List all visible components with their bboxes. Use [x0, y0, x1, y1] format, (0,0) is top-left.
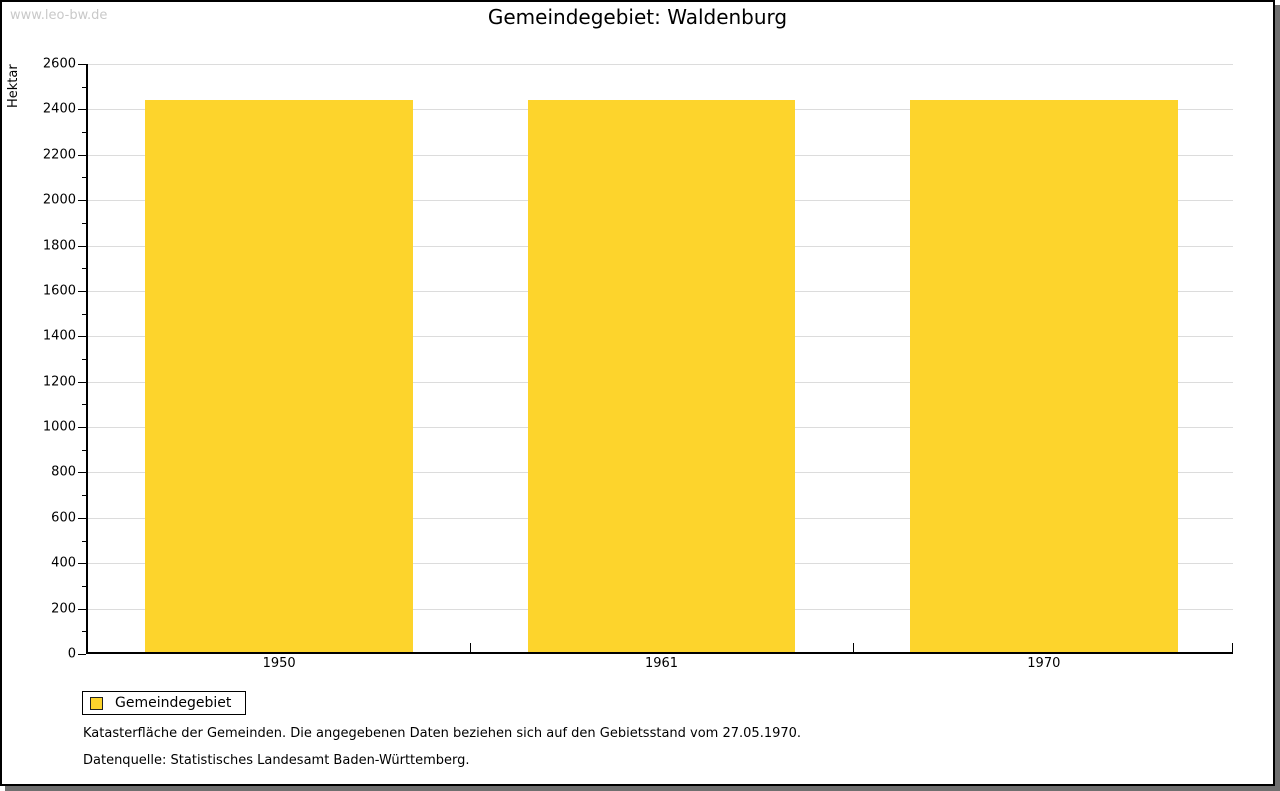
y-major-tick	[78, 245, 86, 247]
x-axis-label: 1970	[1027, 656, 1061, 671]
y-tick-label: 1800	[42, 238, 76, 254]
y-minor-tick	[82, 132, 86, 134]
y-tick-label: 800	[51, 464, 76, 480]
y-major-tick	[78, 381, 86, 383]
y-minor-tick	[82, 631, 86, 633]
legend: Gemeindegebiet	[82, 691, 247, 715]
y-minor-tick	[82, 359, 86, 360]
y-minor-tick	[82, 86, 86, 88]
y-tick-label: 1000	[42, 419, 76, 435]
y-minor-tick	[82, 495, 86, 497]
y-major-tick	[78, 563, 86, 565]
y-minor-tick	[82, 449, 86, 451]
y-tick-label: 400	[51, 555, 76, 571]
watermark: www.leo-bw.de	[10, 8, 108, 23]
y-tick-label: 2600	[42, 56, 76, 72]
y-tick-label: 600	[51, 510, 76, 526]
y-tick-label: 1600	[42, 283, 76, 299]
y-minor-tick	[82, 222, 86, 224]
y-tick-label: 200	[51, 601, 76, 617]
y-tick-label: 2400	[42, 101, 76, 117]
y-tick-label: 2000	[42, 192, 76, 208]
y-major-tick	[78, 290, 86, 292]
footnote-description: Katasterfläche der Gemeinden. Die angege…	[83, 726, 802, 741]
x-axis-label: 1950	[262, 656, 296, 671]
y-major-tick	[78, 109, 86, 111]
plot-area: 0 200 400 600 800 1000 1200 1400 1600 1800 2000 220…	[43, 57, 1233, 671]
y-major-tick	[78, 427, 86, 429]
y-major-tick	[78, 64, 86, 65]
y-minor-tick	[82, 404, 86, 406]
bar-1970	[910, 99, 1178, 652]
y-minor-tick	[82, 313, 86, 315]
y-major-tick	[78, 654, 86, 655]
y-major-tick	[78, 472, 86, 474]
gridline	[88, 64, 1233, 65]
y-axis-title: Hektar	[6, 64, 21, 108]
y-tick-label: 1400	[42, 328, 76, 344]
y-major-tick	[78, 200, 86, 202]
legend-label: Gemeindegebiet	[115, 695, 232, 711]
bar-1961	[527, 99, 796, 652]
x-axis-tick	[852, 643, 854, 652]
y-minor-tick	[82, 177, 86, 179]
x-axis-tick	[470, 643, 472, 652]
x-axis-label: 1961	[644, 656, 679, 671]
y-major-tick	[78, 517, 86, 519]
y-tick-label: 0	[67, 646, 76, 662]
legend-swatch-icon	[90, 696, 103, 710]
y-major-tick	[78, 336, 86, 338]
y-minor-tick	[82, 585, 86, 587]
footnote-source: Datenquelle: Statistisches Landesamt Bad…	[83, 753, 470, 768]
y-minor-tick	[82, 540, 86, 542]
y-minor-tick	[82, 268, 86, 270]
y-major-tick	[78, 608, 86, 610]
chart-title: Gemeindegebiet: Waldenburg	[487, 5, 788, 29]
bar-1950	[145, 99, 413, 652]
x-axis-tick	[1232, 643, 1233, 652]
y-major-tick	[78, 154, 86, 156]
y-tick-label: 1200	[42, 374, 76, 390]
y-tick-label: 2200	[42, 147, 76, 163]
